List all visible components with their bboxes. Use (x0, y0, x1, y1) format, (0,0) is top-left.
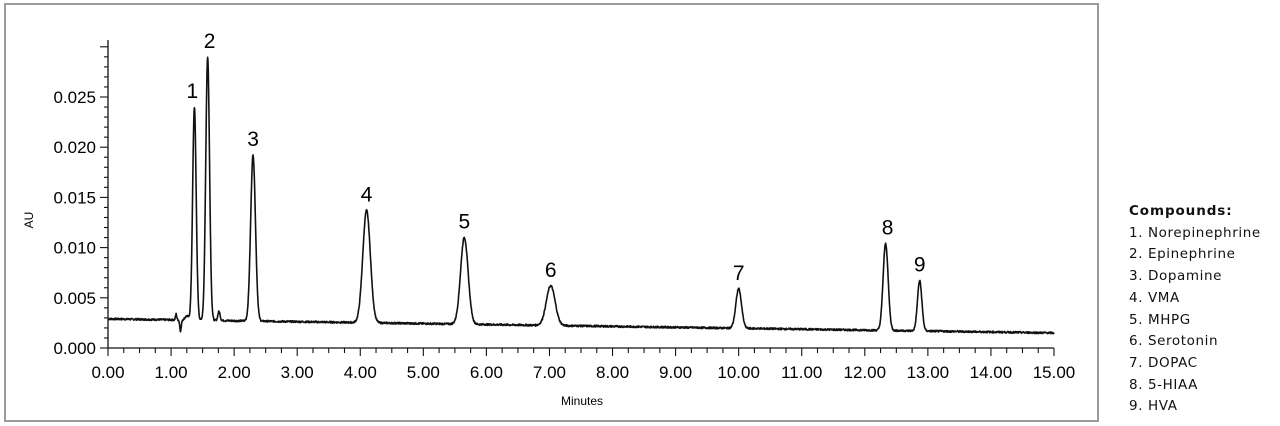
x-tick-label: 13.00 (907, 363, 950, 382)
peak-label: 1 (187, 80, 199, 103)
x-tick-label: 10.00 (717, 363, 760, 382)
legend-item: 5. MHPG (1129, 311, 1191, 328)
legend-item: 2. Epinephrine (1129, 246, 1236, 263)
peak-labels: 1 2 3 4 5 6 7 89 (187, 30, 926, 285)
x-tick-label: 12.00 (844, 363, 887, 382)
legend-item: 8. 5-HIAA (1129, 376, 1199, 393)
chromatogram-trace (107, 56, 1055, 335)
x-tick-label: 15.00 (1033, 363, 1076, 382)
y-tick-label: 0.025 (53, 88, 96, 107)
x-tick-label: 7.00 (533, 363, 566, 382)
peak-label: 9 (914, 254, 926, 277)
peak-label: 3 (247, 128, 259, 151)
legend-item: 9. HVA (1129, 398, 1178, 415)
compounds-legend: Compounds: 1. Norepinephrine 2. Epinephr… (1129, 201, 1277, 418)
x-tick-label: 6.00 (470, 363, 503, 382)
legend-items: 1. Norepinephrine 2. Epinephrine 3. Dopa… (1129, 223, 1277, 418)
legend-item: 1. Norepinephrine (1129, 224, 1261, 241)
x-tick-label: 14.00 (970, 363, 1013, 382)
peak-label: 4 (361, 183, 373, 206)
x-axis-label: Minutes (561, 394, 603, 408)
x-tick-label: 9.00 (659, 363, 692, 382)
y-tick-label: 0.005 (53, 289, 96, 308)
x-tick-label: 4.00 (344, 363, 377, 382)
peak-label: 5 (458, 211, 470, 234)
y-tick-label: 0.000 (53, 339, 96, 358)
legend-title: Compounds: (1129, 203, 1233, 219)
x-tick-label: 11.00 (781, 363, 822, 382)
legend-item: 4. VMA (1129, 289, 1180, 306)
axes: 0.00 1.00 2.00 3.00 4.00 5.00 6.00 7.00 8.00 9.00… (53, 40, 1075, 382)
x-tick-label: 8.00 (596, 363, 629, 382)
y-axis-label: AU (22, 212, 36, 229)
x-tick-label: 5.00 (407, 363, 440, 382)
y-tick-label: 0.015 (53, 188, 96, 207)
x-tick-label: 0.00 (91, 363, 124, 382)
peak-label: 8 (882, 217, 894, 240)
y-tick-label: 0.010 (53, 239, 96, 258)
legend-item: 3. Dopamine (1129, 268, 1223, 285)
x-tick-label: 3.00 (281, 363, 314, 382)
legend-item: 7. DOPAC (1129, 354, 1198, 371)
legend-item: 6. Serotonin (1129, 333, 1219, 350)
x-tick-label: 2.00 (218, 363, 251, 382)
peak-label: 2 (204, 30, 216, 53)
x-tick-label: 1.00 (155, 363, 188, 382)
y-tick-label: 0.020 (53, 138, 96, 157)
peak-label: 7 (733, 262, 745, 285)
peak-label: 6 (545, 259, 557, 282)
